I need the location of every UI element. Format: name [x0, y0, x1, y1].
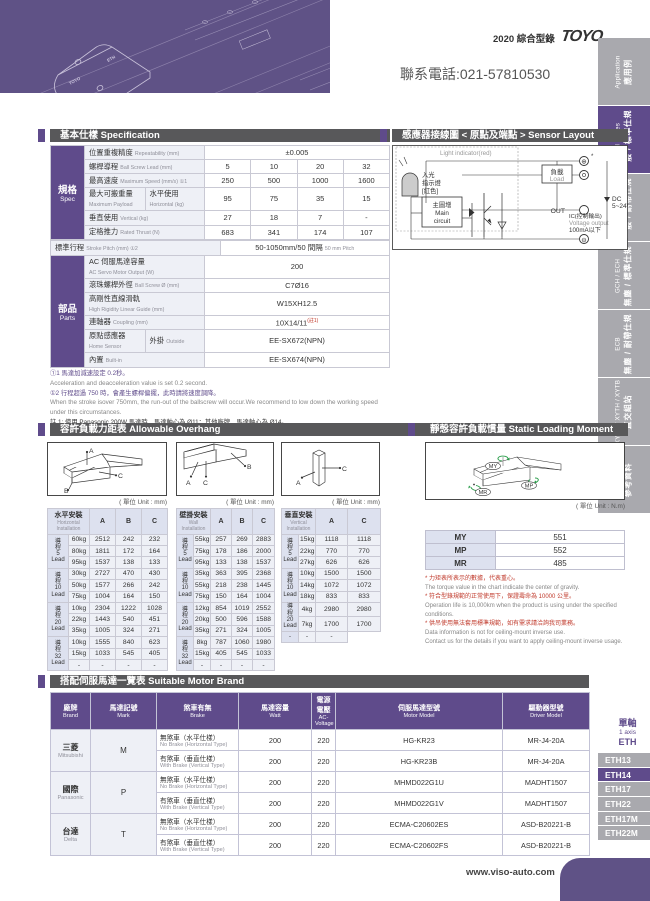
svg-text:A: A — [89, 448, 94, 455]
svg-text:MP: MP — [525, 484, 534, 490]
svg-text:A: A — [296, 480, 301, 487]
svg-text:⊖: ⊖ — [581, 237, 587, 244]
svg-text:C: C — [342, 466, 347, 473]
svg-text:B: B — [64, 488, 69, 495]
svg-text:OUT: OUT — [551, 208, 565, 215]
svg-text:負載: 負載 — [551, 167, 565, 176]
svg-text:C: C — [203, 480, 208, 487]
svg-text:Main: Main — [435, 210, 449, 217]
svg-text:[紅色]: [紅色] — [422, 186, 438, 195]
svg-text:5~24V: 5~24V — [612, 203, 628, 210]
svg-text:⊕: ⊕ — [581, 158, 587, 165]
svg-text:DC: DC — [612, 196, 622, 203]
svg-text:入光: 入光 — [422, 170, 435, 179]
svg-text:指示燈: 指示燈 — [422, 178, 442, 187]
svg-text:Load: Load — [550, 176, 565, 183]
svg-text:主圖增: 主圖增 — [433, 200, 452, 209]
svg-text:IC(控制輸出): IC(控制輸出) — [569, 212, 602, 220]
svg-text:C: C — [118, 473, 123, 480]
svg-text:A: A — [186, 480, 191, 487]
svg-text:100mA以下: 100mA以下 — [569, 227, 601, 234]
svg-text:B: B — [247, 464, 252, 471]
svg-text:MR: MR — [479, 490, 488, 496]
svg-text:MY: MY — [489, 464, 498, 470]
svg-text:Light indicator(red): Light indicator(red) — [440, 150, 492, 157]
svg-text:circuit: circuit — [434, 218, 451, 225]
svg-text:Voltage output: Voltage output — [569, 220, 609, 227]
